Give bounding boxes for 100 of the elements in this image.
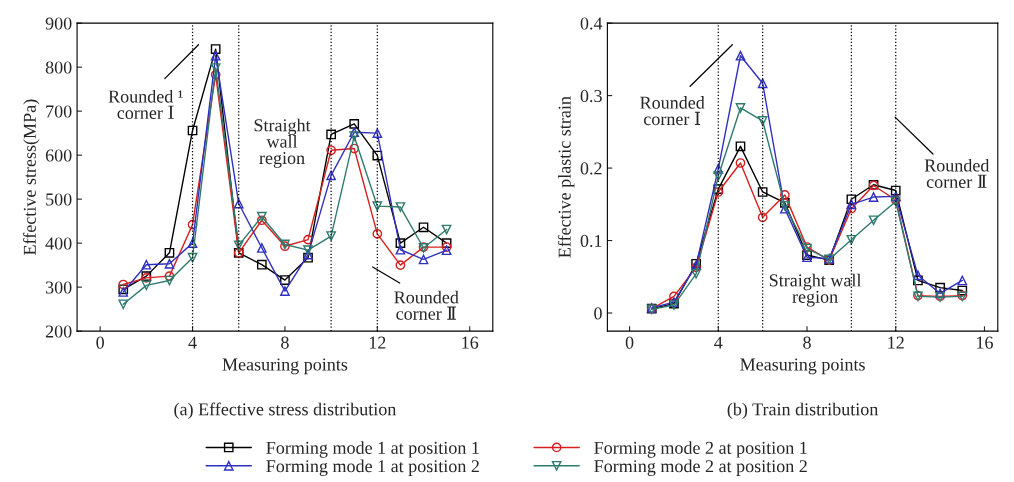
point [210, 44, 221, 54]
point [118, 299, 129, 310]
y-tick-label: 300 [45, 281, 72, 294]
x-tick-label: 0 [625, 336, 634, 349]
annotation: Rounded ¹ corner Ⅰ [108, 89, 183, 119]
point [868, 215, 879, 226]
y-tick-label: 0 [594, 307, 602, 320]
text: (a) Effective stress distribution [174, 402, 397, 420]
point [418, 254, 429, 265]
annotation: Rounded corner Ⅱ [924, 158, 990, 188]
point [164, 258, 175, 269]
point [326, 170, 336, 181]
point [303, 245, 313, 256]
point [141, 259, 152, 270]
y-tick-label: 900 [45, 17, 72, 30]
point [164, 275, 175, 286]
point [326, 129, 336, 140]
point [280, 286, 290, 296]
point [164, 247, 175, 258]
y-axis-title: Effective plastic strain [557, 96, 575, 258]
point [757, 116, 768, 126]
x-tick-label: 4 [188, 336, 197, 349]
point [118, 279, 129, 290]
point [846, 203, 857, 214]
point [890, 185, 901, 196]
point [187, 219, 198, 230]
point [957, 285, 968, 296]
annotation: Straight wall region [254, 118, 311, 168]
point [757, 187, 768, 197]
y-tick-label: 400 [45, 237, 72, 250]
point [735, 50, 746, 61]
point [349, 127, 360, 138]
point [256, 211, 267, 222]
point [372, 229, 383, 239]
x-axis-title: Measuring points [222, 358, 348, 375]
point [372, 201, 383, 212]
point [187, 238, 198, 248]
point [868, 192, 879, 202]
point [372, 150, 383, 161]
x-tick-label: 8 [803, 336, 811, 349]
point [846, 234, 857, 245]
point [713, 163, 724, 174]
point [395, 238, 406, 248]
y-tick-label: 0.1 [580, 234, 602, 248]
point [441, 224, 452, 235]
x-tick-label: 16 [977, 336, 993, 349]
point [372, 128, 383, 138]
point [441, 245, 452, 256]
x-tick-label: 12 [369, 336, 386, 349]
point [913, 275, 923, 286]
x-axis-title: Measuring points [740, 358, 865, 375]
x-tick-label: 0 [96, 336, 104, 349]
point [735, 141, 746, 152]
x-tick-label: 8 [281, 336, 289, 349]
point [757, 78, 768, 89]
point [395, 260, 406, 270]
annotation: Straight wall region [769, 273, 862, 307]
point [779, 190, 790, 200]
point [757, 212, 768, 223]
x-tick-label: 16 [462, 336, 479, 349]
point [713, 171, 724, 181]
legend-label: Forming mode 1 at position 2 [266, 459, 479, 476]
point [210, 69, 221, 80]
point [395, 202, 406, 212]
point [141, 280, 152, 291]
point [280, 275, 290, 285]
point [233, 198, 244, 209]
point [187, 125, 198, 136]
annotation: Rounded corner Ⅰ [640, 96, 705, 126]
y-tick-label: 0.2 [580, 162, 602, 175]
point [256, 259, 267, 270]
point [349, 143, 360, 154]
y-tick-label: 600 [45, 149, 72, 162]
y-tick-label: 0.4 [580, 17, 603, 30]
legend-label: Forming mode 2 at position 1 [594, 441, 807, 458]
x-tick-label: 4 [714, 336, 723, 349]
point [846, 194, 857, 205]
point [256, 215, 267, 226]
y-tick-label: 700 [46, 105, 72, 118]
point [349, 119, 360, 129]
point [187, 252, 198, 263]
legend-label: Forming mode 1 at position 1 [266, 441, 479, 458]
point [935, 282, 945, 293]
point [326, 145, 336, 156]
y-tick-label: 200 [45, 325, 72, 338]
point [326, 231, 336, 241]
y-tick-label: 500 [46, 193, 72, 206]
point [164, 271, 175, 281]
point [735, 103, 746, 113]
x-tick-label: 12 [888, 336, 904, 349]
point [913, 270, 923, 281]
point [846, 199, 857, 210]
point [691, 269, 701, 279]
y-tick-label: 800 [45, 61, 72, 74]
y-tick-label: 0.3 [580, 89, 602, 103]
y-axis-title: Effective stress(MPa) [23, 99, 40, 255]
point [735, 158, 746, 168]
text: (b) Train distribution [727, 402, 879, 420]
legend-label: Forming mode 2 at position 2 [594, 459, 807, 476]
point [210, 63, 221, 73]
